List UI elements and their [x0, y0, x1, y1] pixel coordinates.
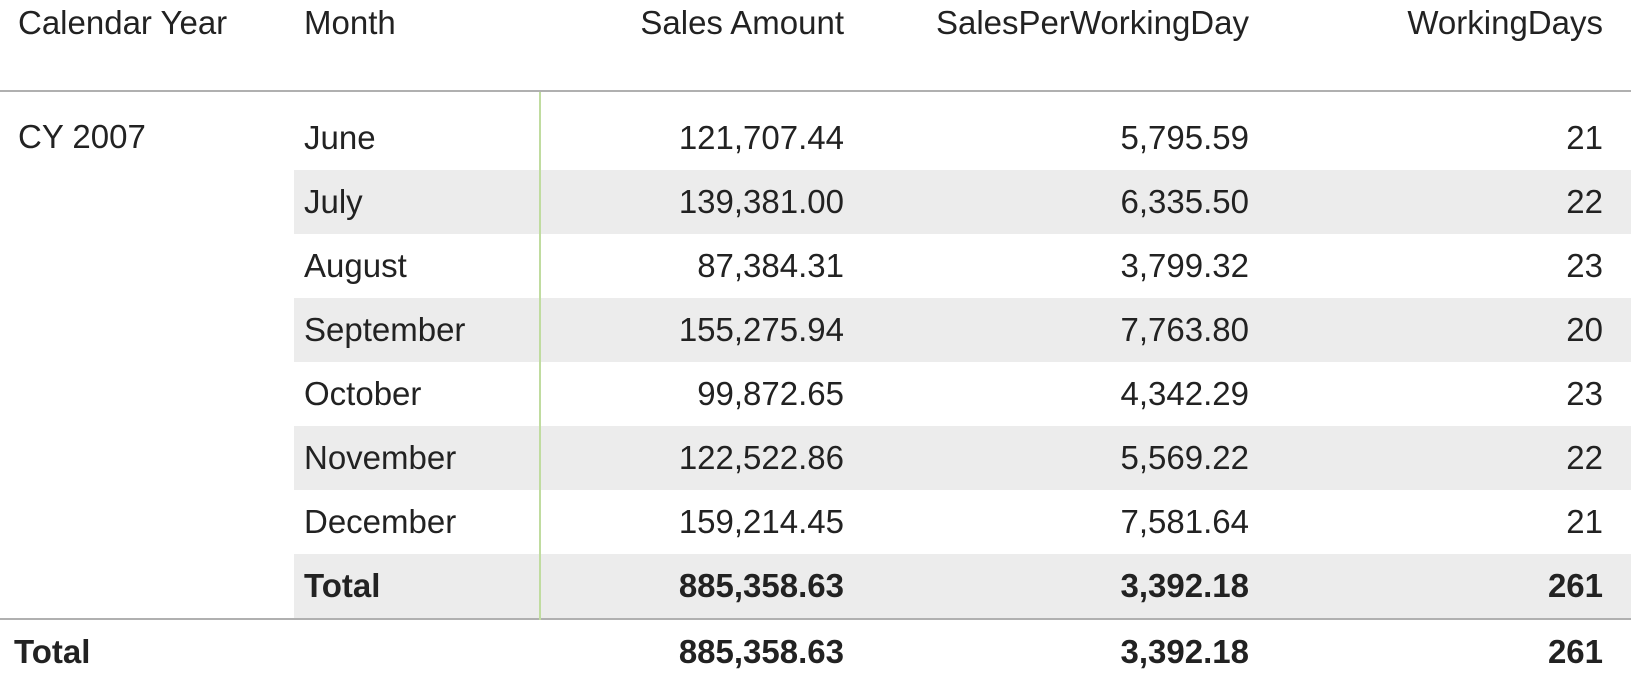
- cell-sales-amount: 122,522.86: [540, 426, 872, 490]
- subtotal-sales-amount: 885,358.63: [540, 554, 872, 619]
- cell-sales-per-wd: 3,799.32: [872, 234, 1277, 298]
- cell-sales-amount: 121,707.44: [540, 106, 872, 170]
- col-header-sales-amount[interactable]: Sales Amount: [540, 0, 872, 91]
- grand-total-label: Total: [0, 619, 294, 684]
- cell-month: October: [294, 362, 540, 426]
- cell-sales-amount: 87,384.31: [540, 234, 872, 298]
- grand-total-row[interactable]: Total 885,358.63 3,392.18 261: [0, 619, 1631, 684]
- col-header-calendar-year[interactable]: Calendar Year: [0, 0, 294, 91]
- subtotal-sales-per-wd: 3,392.18: [872, 554, 1277, 619]
- sales-matrix-table: Calendar Year Month Sales Amount SalesPe…: [0, 0, 1631, 684]
- table-row[interactable]: CY 2007 June 121,707.44 5,795.59 21: [0, 106, 1631, 170]
- cell-sales-per-wd: 5,795.59: [872, 106, 1277, 170]
- subtotal-working-days: 261: [1277, 554, 1631, 619]
- cell-sales-per-wd: 5,569.22: [872, 426, 1277, 490]
- col-header-working-days[interactable]: WorkingDays: [1277, 0, 1631, 91]
- cell-month: August: [294, 234, 540, 298]
- spacer-row: [0, 91, 1631, 106]
- cell-working-days: 21: [1277, 106, 1631, 170]
- cell-working-days: 22: [1277, 170, 1631, 234]
- cell-sales-amount: 139,381.00: [540, 170, 872, 234]
- cell-month: June: [294, 106, 540, 170]
- cell-working-days: 20: [1277, 298, 1631, 362]
- grand-total-working-days: 261: [1277, 619, 1631, 684]
- cell-month: September: [294, 298, 540, 362]
- cell-month: December: [294, 490, 540, 554]
- group-label-calendar-year: CY 2007: [0, 106, 294, 619]
- cell-sales-per-wd: 7,763.80: [872, 298, 1277, 362]
- subtotal-label: Total: [294, 554, 540, 619]
- cell-month: July: [294, 170, 540, 234]
- cell-sales-amount: 155,275.94: [540, 298, 872, 362]
- cell-month: November: [294, 426, 540, 490]
- cell-working-days: 22: [1277, 426, 1631, 490]
- cell-sales-amount: 159,214.45: [540, 490, 872, 554]
- cell-working-days: 23: [1277, 362, 1631, 426]
- col-header-sales-per-working-day[interactable]: SalesPerWorkingDay: [872, 0, 1277, 91]
- cell-sales-per-wd: 6,335.50: [872, 170, 1277, 234]
- grand-total-sales-amount: 885,358.63: [540, 619, 872, 684]
- cell-sales-amount: 99,872.65: [540, 362, 872, 426]
- cell-working-days: 21: [1277, 490, 1631, 554]
- col-header-month[interactable]: Month: [294, 0, 540, 91]
- cell-sales-per-wd: 4,342.29: [872, 362, 1277, 426]
- grand-total-sales-per-wd: 3,392.18: [872, 619, 1277, 684]
- table-header-row: Calendar Year Month Sales Amount SalesPe…: [0, 0, 1631, 91]
- cell-sales-per-wd: 7,581.64: [872, 490, 1277, 554]
- cell-working-days: 23: [1277, 234, 1631, 298]
